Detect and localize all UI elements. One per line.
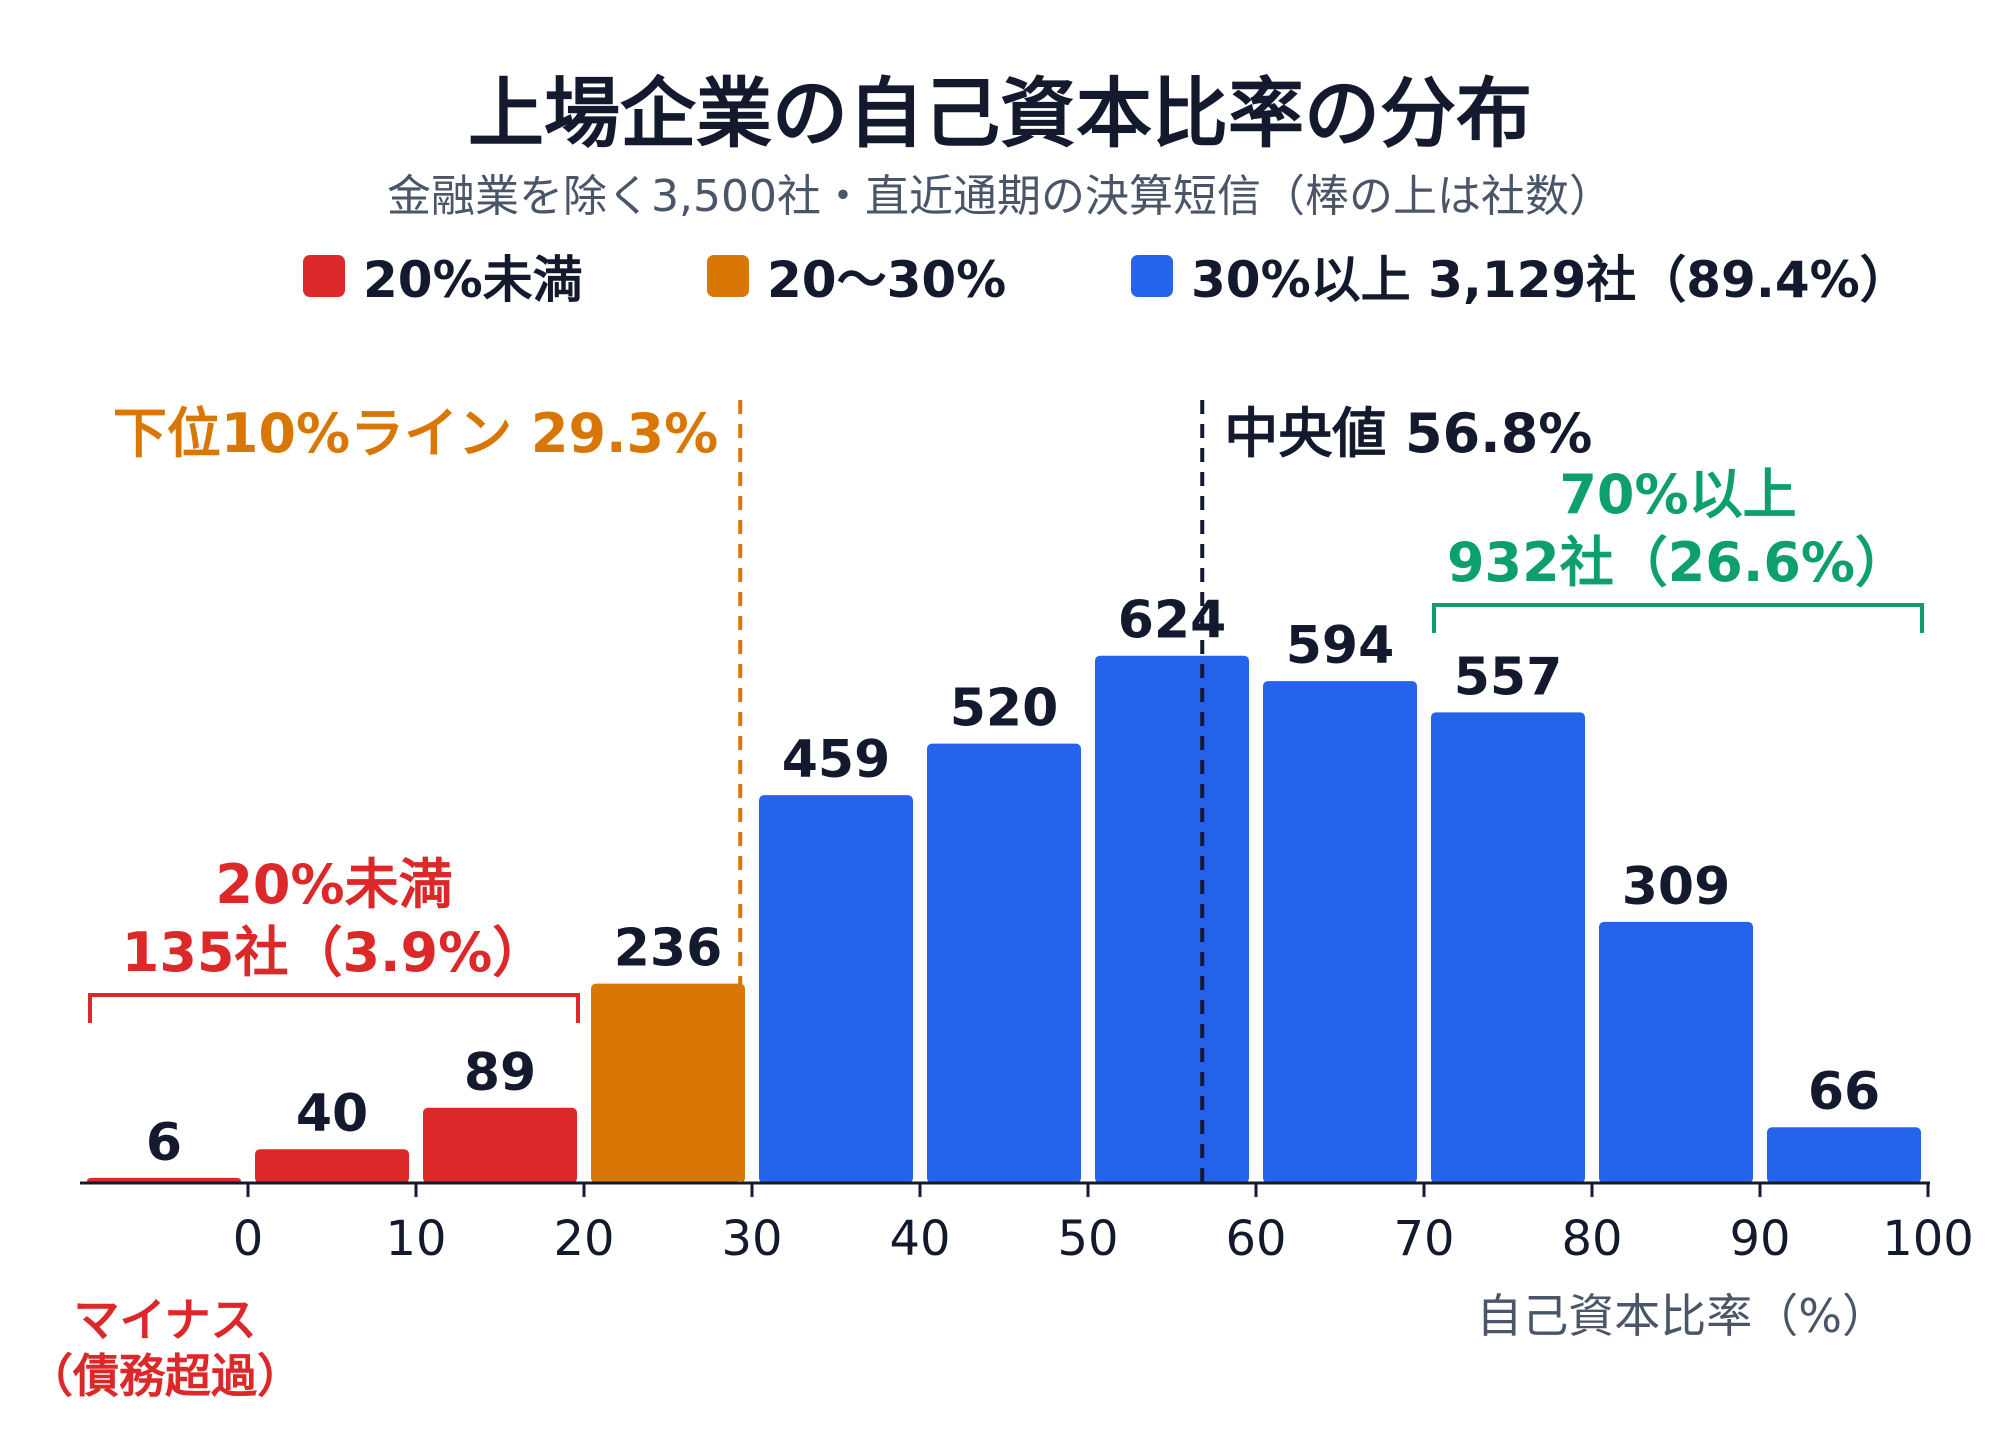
x-tick-label-0: 0 [233,1211,264,1267]
bar-value-label-8: 557 [1454,647,1563,707]
x-tick-label-9: 90 [1729,1211,1790,1267]
bar-value-label-0: 6 [146,1113,182,1173]
bar-value-label-5: 520 [950,679,1059,739]
bar-2 [423,1107,577,1183]
legend-item-over30: 30%以上 3,129社（89.4%） [1131,240,1910,312]
x-tick-label-3: 30 [721,1211,782,1267]
x-tick-label-4: 40 [889,1211,950,1267]
bracket-1 [1432,603,1924,633]
bar-1 [255,1149,409,1183]
bar-4 [759,795,913,1183]
negative-label-line2: （債務超過） [27,1349,303,1403]
bracket-label-line1-1: 70%以上 [1559,463,1796,526]
x-tick-label-6: 60 [1225,1211,1286,1267]
bar-value-label-7: 594 [1286,616,1395,676]
bar-7 [1263,681,1417,1183]
negative-label-line1: マイナス [73,1293,256,1347]
legend-swatch-under20 [303,255,345,297]
x-tick-label-2: 20 [553,1211,614,1267]
legend-label-over30: 30%以上 3,129社（89.4%） [1191,251,1910,309]
bar-value-label-10: 66 [1808,1062,1880,1122]
bracket-label-line1-0: 20%未満 [215,853,452,916]
bar-9 [1599,921,1753,1183]
chart-subtitle: 金融業を除く3,500社・直近通期の決算短信（棒の上は社数） [387,171,1613,222]
bracket-0 [88,993,580,1023]
bar-value-label-2: 89 [464,1043,536,1103]
reference-label-lower10: 下位10%ライン 29.3% [113,402,718,465]
bar-10 [1767,1127,1921,1183]
x-axis-title: 自己資本比率（%） [1476,1289,1888,1343]
x-tick-label-5: 50 [1057,1211,1118,1267]
legend-label-mid: 20〜30% [767,251,1007,309]
bar-5 [927,743,1081,1183]
bar-6 [1095,655,1249,1183]
legend-item-mid: 20〜30% [707,240,1006,312]
bar-value-label-6: 624 [1118,591,1227,651]
bar-3 [591,983,745,1183]
bar-value-label-4: 459 [782,730,891,790]
x-tick-label-8: 80 [1561,1211,1622,1267]
x-tick-label-1: 10 [385,1211,446,1267]
legend-swatch-over30 [1131,255,1173,297]
chart-title: 上場企業の自己資本比率の分布 [468,69,1532,158]
legend-item-under20: 20%未満 [303,240,583,312]
bar-value-label-1: 40 [296,1084,368,1144]
bar-value-label-9: 309 [1622,857,1731,917]
x-tick-label-7: 70 [1393,1211,1454,1267]
x-tick-label-10: 100 [1882,1211,1974,1267]
bracket-label-line2-0: 135社（3.9%） [122,921,547,984]
bar-8 [1431,712,1585,1183]
bar-value-label-3: 236 [614,919,723,979]
bracket-label-line2-1: 932社（26.6%） [1447,531,1909,594]
legend-swatch-mid [707,255,749,297]
legend-label-under20: 20%未満 [363,251,583,309]
reference-label-median: 中央値 56.8% [1224,402,1592,465]
